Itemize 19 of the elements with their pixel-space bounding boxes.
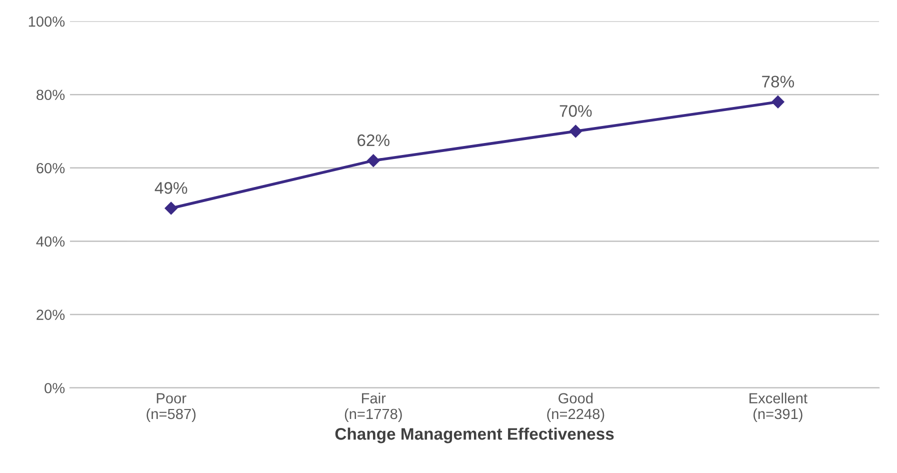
x-tick-label: Good (n=2248) bbox=[547, 392, 604, 422]
y-tick-label: 40% bbox=[36, 236, 65, 247]
y-tick-label: 60% bbox=[36, 163, 65, 174]
data-label: 78% bbox=[762, 76, 794, 88]
x-tick-label: Poor (n=587) bbox=[146, 393, 196, 422]
data-label: 49% bbox=[154, 182, 188, 194]
y-tick-label: 20% bbox=[36, 310, 65, 320]
x-axis-title: Change Management Effectiveness bbox=[335, 428, 614, 444]
x-tick-label: Excellent (n=391) bbox=[750, 392, 808, 422]
y-tick-label: 80% bbox=[36, 90, 65, 100]
x-tick-label: Fair (n=1778) bbox=[344, 392, 402, 422]
point bbox=[164, 202, 178, 215]
y-tick-label: 0% bbox=[44, 382, 65, 394]
point bbox=[366, 154, 380, 167]
data-label: 62% bbox=[358, 134, 390, 146]
point bbox=[772, 96, 784, 108]
point bbox=[569, 124, 582, 138]
data-label: 70% bbox=[560, 105, 592, 117]
y-tick-label: 100% bbox=[28, 16, 65, 27]
